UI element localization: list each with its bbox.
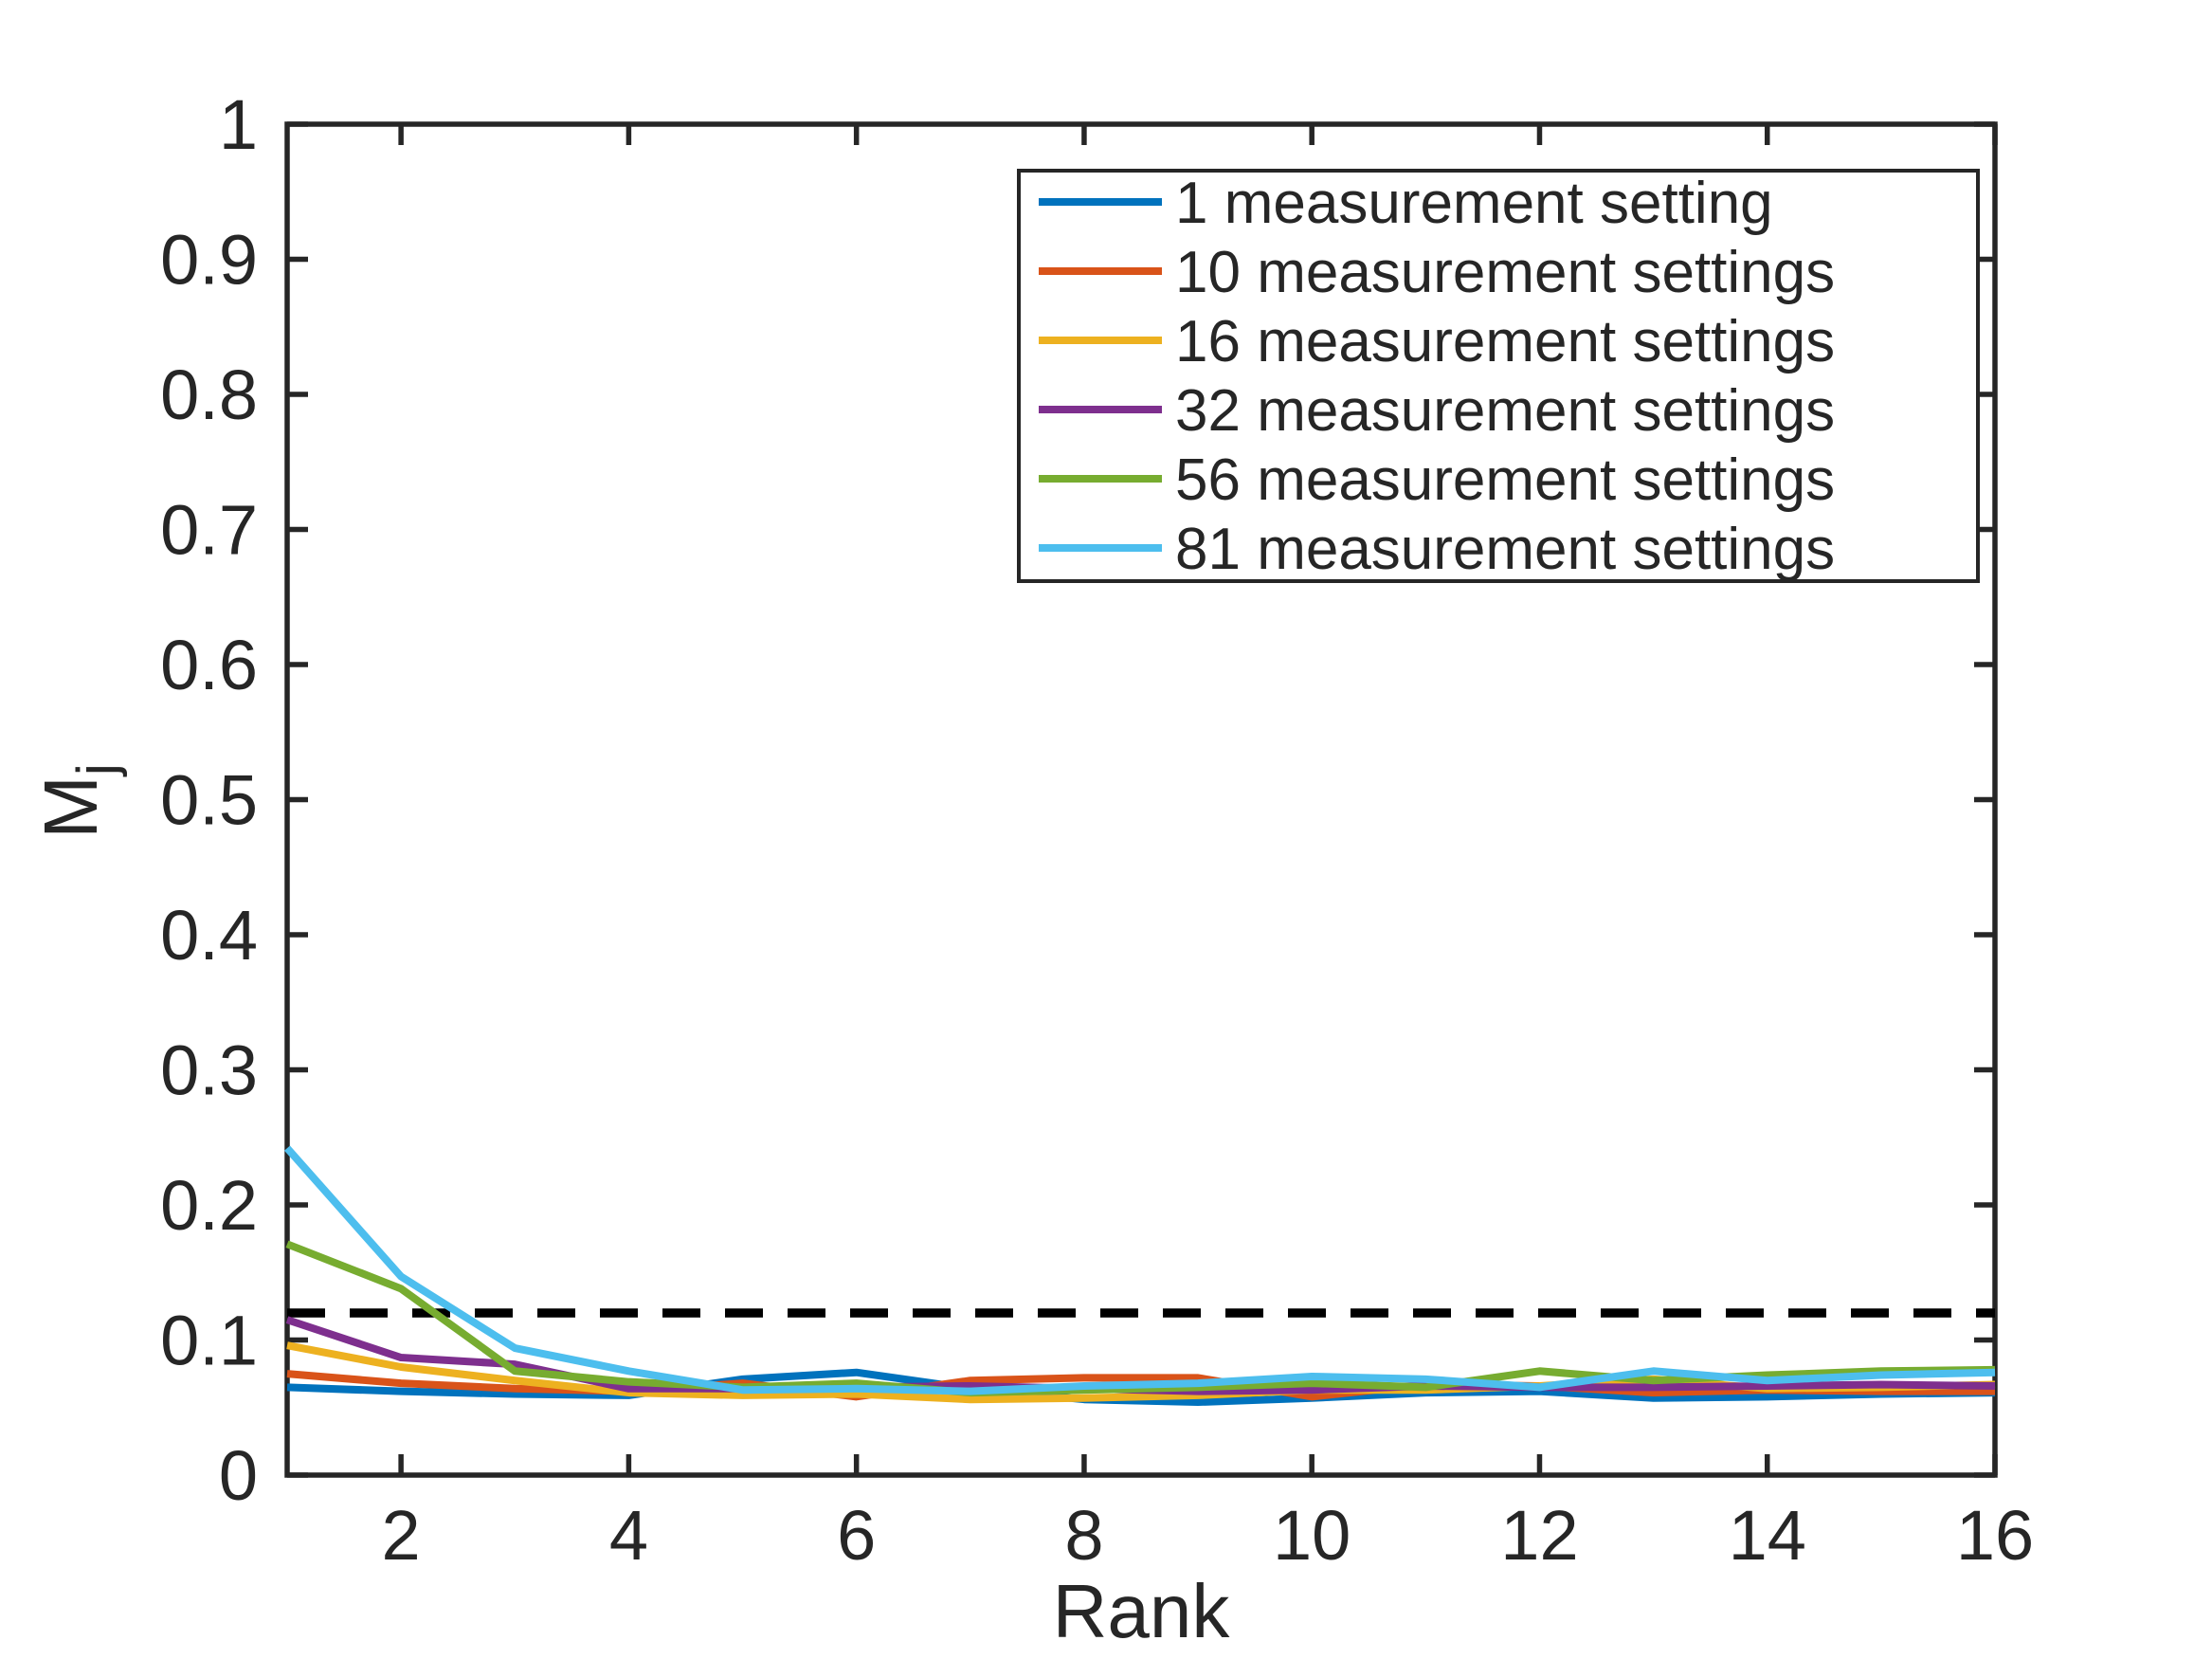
- legend-entry: 81 measurement settings: [1039, 517, 1835, 582]
- legend-entry: 16 measurement settings: [1039, 309, 1835, 374]
- y-tick-label: 0.1: [160, 1302, 258, 1380]
- x-tick-label: 6: [837, 1496, 876, 1575]
- y-tick-label: 0.2: [160, 1166, 258, 1245]
- series-line-4: [285, 1240, 1996, 1397]
- x-tick-label: 8: [1064, 1496, 1103, 1575]
- x-tick-label: 10: [1273, 1496, 1351, 1575]
- legend-label: 32 measurement settings: [1175, 378, 1835, 444]
- x-tick-label: 2: [382, 1496, 421, 1575]
- y-tick-label: 1: [219, 85, 258, 164]
- x-tick-label: 12: [1500, 1496, 1578, 1575]
- legend-label: 1 measurement setting: [1175, 171, 1773, 236]
- legend-label: 16 measurement settings: [1175, 309, 1835, 374]
- legend-label: 81 measurement settings: [1175, 517, 1835, 582]
- legend-entry: 1 measurement setting: [1039, 171, 1773, 236]
- y-tick-label: 0.8: [160, 356, 258, 434]
- y-tick-label: 0.6: [160, 626, 258, 704]
- y-tick-label: 0.5: [160, 761, 258, 840]
- y-axis-label-subscript: j: [66, 763, 128, 777]
- legend-entry: 32 measurement settings: [1039, 378, 1835, 444]
- x-tick-label: 4: [609, 1496, 648, 1575]
- y-axis-label: Mj: [28, 763, 128, 839]
- x-tick-label: 14: [1729, 1496, 1806, 1575]
- x-axis-label: Rank: [1053, 1569, 1231, 1653]
- legend-entry: 56 measurement settings: [1039, 447, 1835, 513]
- legend-label: 10 measurement settings: [1175, 240, 1835, 305]
- y-tick-label: 0.4: [160, 896, 258, 975]
- y-tick-label: 0.3: [160, 1031, 258, 1110]
- y-tick-label: 0: [219, 1436, 258, 1515]
- legend-entry: 10 measurement settings: [1039, 240, 1835, 305]
- legend-box: [1017, 169, 1980, 583]
- y-axis-label-main: M: [28, 775, 113, 839]
- plot-area: 2 4 6 8 10 12 14 16 0 0.1 0.2 0.3 0.4 0.5 0.6 0.7 0.8 0.9…: [160, 85, 2034, 1575]
- series-line-0: [286, 1368, 1996, 1407]
- legend-label: 56 measurement settings: [1175, 447, 1835, 513]
- x-tick-label: 16: [1956, 1496, 2034, 1575]
- y-tick-label: 0.9: [160, 221, 258, 300]
- series-line-5: [284, 1145, 1996, 1395]
- y-tick-label: 0.7: [160, 491, 258, 570]
